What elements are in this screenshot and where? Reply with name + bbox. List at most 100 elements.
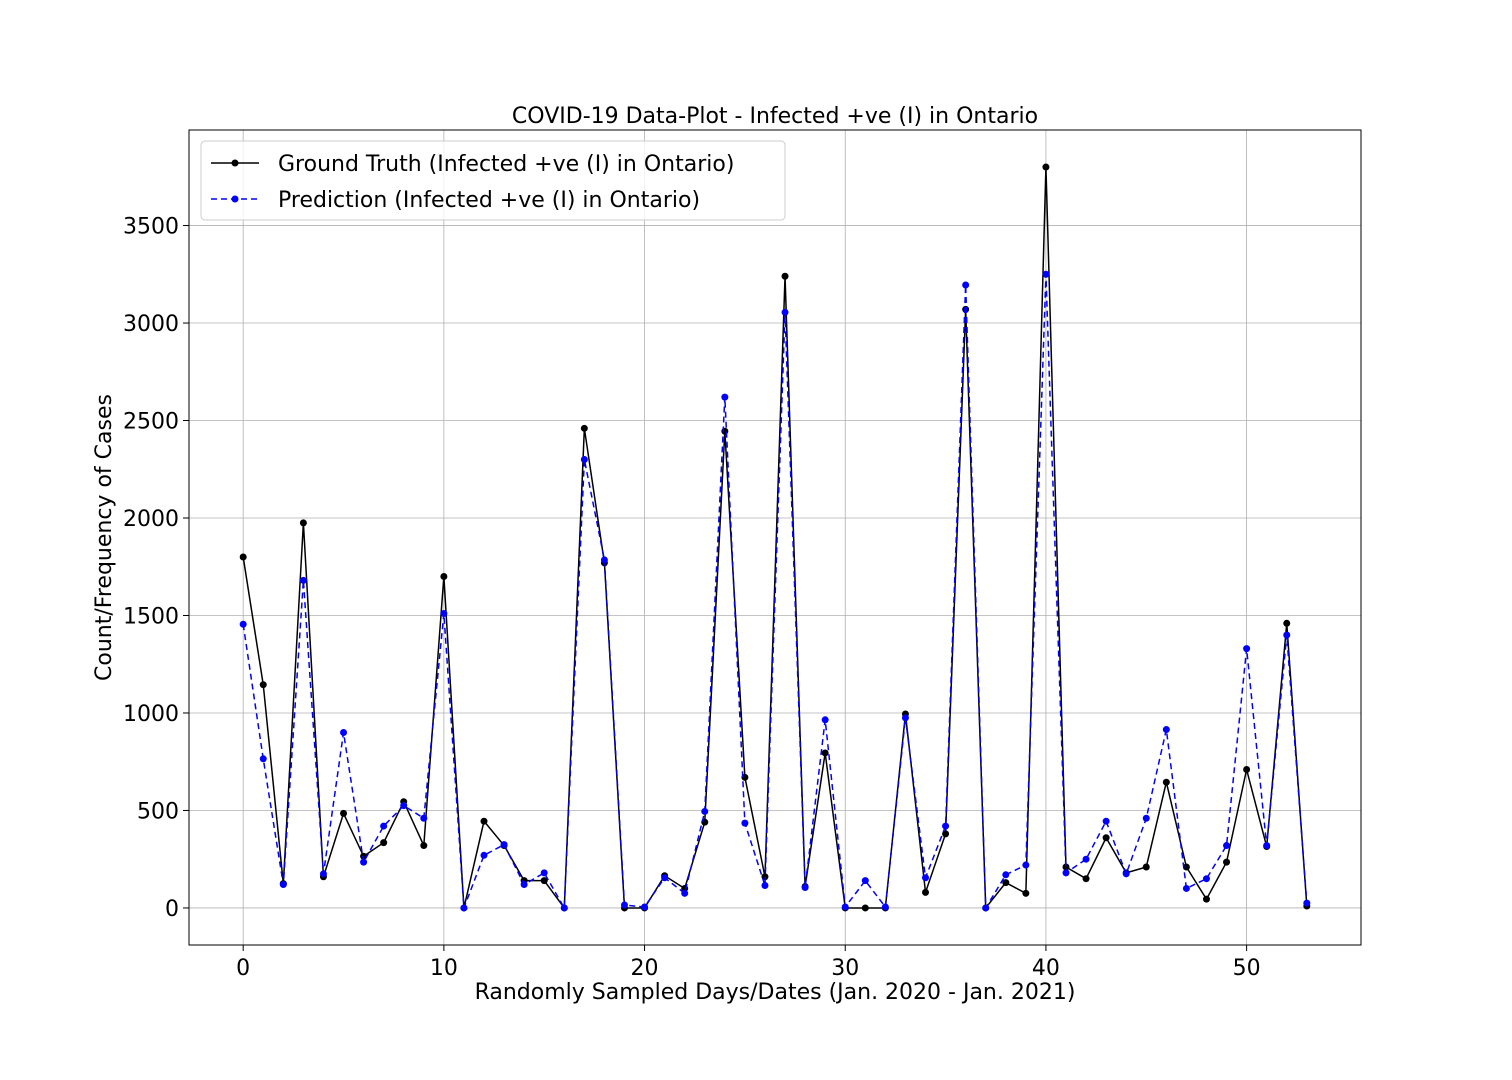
- ground-truth-point: [420, 842, 428, 850]
- prediction-point: [400, 802, 408, 810]
- prediction-point: [1062, 869, 1070, 877]
- prediction-point: [319, 870, 327, 878]
- ground-truth-point: [1082, 875, 1090, 883]
- legend-marker-prediction: [231, 195, 239, 203]
- prediction-point: [861, 877, 869, 885]
- prediction-point: [1243, 645, 1251, 653]
- prediction-point: [1162, 726, 1170, 734]
- prediction-point: [580, 456, 588, 464]
- ground-truth-point: [1223, 858, 1231, 866]
- prediction-point: [1303, 899, 1311, 907]
- y-tick-label: 3000: [123, 312, 179, 337]
- prediction-point: [721, 393, 729, 401]
- x-tick-label: 10: [430, 956, 458, 981]
- prediction-point: [942, 822, 950, 830]
- prediction-point: [520, 881, 528, 889]
- y-tick-label: 500: [137, 799, 179, 824]
- ground-truth-point: [440, 572, 448, 580]
- prediction-point: [620, 901, 628, 909]
- prediction-point: [922, 874, 930, 882]
- prediction-point: [1122, 870, 1130, 878]
- x-tick-label: 20: [631, 956, 659, 981]
- y-tick-label: 2000: [123, 507, 179, 532]
- grid: [189, 130, 1361, 945]
- prediction-point: [600, 556, 608, 564]
- ground-truth-point: [340, 809, 348, 817]
- series-layer: [239, 163, 1311, 912]
- legend-label-ground-truth: Ground Truth (Infected +ve (I) in Ontari…: [278, 152, 734, 177]
- ground-truth-point: [861, 904, 869, 912]
- y-tick-label: 3500: [123, 215, 179, 240]
- x-axis-ticks: 0 10 20 30 40 50: [236, 945, 1261, 981]
- y-tick-label: 1000: [123, 702, 179, 727]
- ground-truth-point: [1142, 863, 1150, 871]
- ground-truth-point: [480, 817, 488, 825]
- prediction-point: [420, 814, 428, 822]
- ground-truth-point: [962, 305, 970, 313]
- prediction-point: [540, 869, 548, 877]
- prediction-point: [279, 881, 287, 889]
- legend: Ground Truth (Infected +ve (I) in Ontari…: [200, 140, 786, 221]
- ground-truth-point: [781, 272, 789, 280]
- prediction-point: [1283, 631, 1291, 639]
- x-axis-title: Randomly Sampled Days/Dates (Jan. 2020 -…: [475, 980, 1076, 1005]
- x-tick-label: 0: [236, 956, 250, 981]
- plot-area-frame: [188, 129, 1362, 946]
- prediction-point: [681, 889, 689, 897]
- ground-truth-point: [1243, 766, 1251, 774]
- prediction-point: [1202, 875, 1210, 883]
- ground-truth-point: [1042, 163, 1050, 171]
- ground-truth-point: [239, 553, 247, 561]
- y-axis-title: Count/Frequency of Cases: [92, 394, 117, 681]
- prediction-point: [1002, 871, 1010, 879]
- legend-box: [200, 140, 786, 221]
- prediction-point: [340, 728, 348, 736]
- ground-truth-point: [1022, 889, 1030, 897]
- prediction-point: [1142, 814, 1150, 822]
- legend-marker-ground-truth: [231, 159, 239, 167]
- prediction-point: [1182, 884, 1190, 892]
- ground-truth-point: [1102, 834, 1110, 842]
- ground-truth-point: [259, 681, 267, 689]
- x-tick-label: 50: [1233, 956, 1261, 981]
- y-tick-label: 1500: [123, 604, 179, 629]
- y-axis-ticks: 0 500 1000 1500 2000 2500 3000 3500: [123, 215, 189, 922]
- prediction-point: [500, 841, 508, 849]
- prediction-point: [1082, 855, 1090, 863]
- prediction-point: [781, 308, 789, 316]
- x-tick-label: 40: [1032, 956, 1060, 981]
- prediction-point: [1022, 861, 1030, 869]
- prediction-point: [962, 281, 970, 289]
- prediction-point: [821, 716, 829, 724]
- ground-truth-point: [821, 749, 829, 757]
- ground-truth-point: [1182, 863, 1190, 871]
- prediction-point: [1042, 270, 1050, 278]
- prediction-point: [299, 576, 307, 584]
- ground-truth-point: [1162, 778, 1170, 786]
- series-line-prediction: [242, 274, 1308, 911]
- prediction-point: [901, 714, 909, 722]
- x-tick-label: 30: [831, 956, 859, 981]
- ground-truth-point: [1202, 895, 1210, 903]
- prediction-point: [1102, 817, 1110, 825]
- legend-label-prediction: Prediction (Infected +ve (I) in Ontario): [278, 188, 700, 213]
- prediction-point: [259, 755, 267, 763]
- ground-truth-point: [1283, 619, 1291, 627]
- prediction-point: [761, 882, 769, 890]
- ground-truth-point: [380, 839, 388, 847]
- y-tick-label: 0: [165, 897, 179, 922]
- y-tick-label: 2500: [123, 410, 179, 435]
- prediction-point: [1263, 842, 1271, 850]
- prediction-point: [881, 903, 889, 911]
- prediction-point: [380, 822, 388, 830]
- prediction-point: [1223, 842, 1231, 850]
- ground-truth-point: [1062, 863, 1070, 871]
- prediction-point: [701, 807, 709, 815]
- prediction-point: [480, 851, 488, 859]
- prediction-point: [841, 903, 849, 911]
- prediction-point: [661, 874, 669, 882]
- prediction-point: [460, 904, 468, 912]
- ground-truth-point: [580, 424, 588, 432]
- prediction-point: [239, 620, 247, 628]
